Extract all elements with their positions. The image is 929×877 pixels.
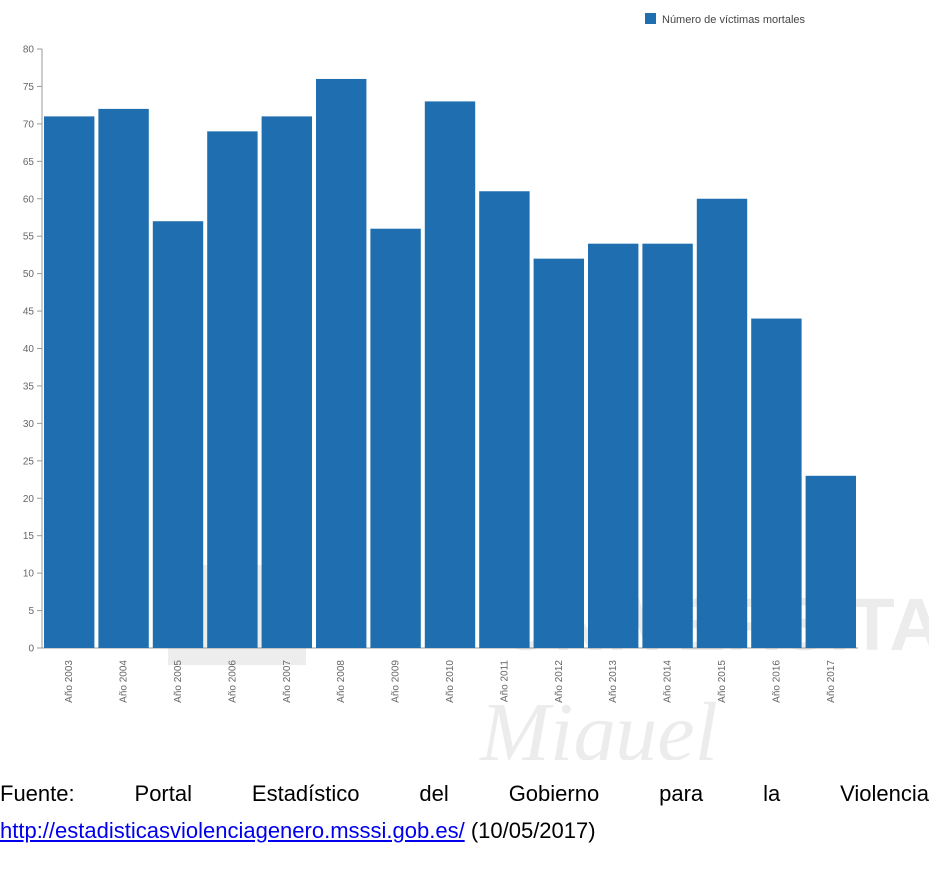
bar-año-2014 [642,243,693,649]
x-category-label: Año 2008 [336,660,347,703]
x-axis-labels: Año 2003 Año 2004 Año 2005 Año 2006 Año 2007… [64,660,837,703]
y-tick-label: 25 [23,456,35,467]
bar-año-2010 [424,101,476,649]
x-category-label: Año 2006 [227,660,238,703]
caption-word: para [659,781,704,806]
caption-word: Estadístico [251,781,360,806]
source-date: (10/05/2017) [470,818,596,843]
caption-word: Portal [134,781,192,806]
x-category-label: Año 2010 [445,660,456,703]
bar-año-2012 [533,258,584,648]
bars [44,78,856,649]
x-category-label: Año 2013 [608,660,619,703]
y-tick-label: 10 [23,569,35,580]
bar-año-2004 [98,108,149,648]
source-caption-line1: Fuente: Portal Estadístico del Gobierno para l… [0,781,929,807]
y-tick-label: 30 [23,419,35,430]
bar-chart: UNIVERSITAS Miguel 051015202530354045505… [23,13,929,760]
x-category-label: Año 2007 [282,660,293,703]
y-tick-label: 65 [23,157,35,168]
legend-label: Número de víctimas mortales [662,14,806,26]
x-category-label: Año 2017 [826,660,837,703]
caption-word: la [763,781,781,806]
legend: Número de víctimas mortales [645,13,806,26]
bar-año-2008 [316,78,367,648]
y-tick-label: 40 [23,344,35,355]
bar-año-2006 [207,131,258,649]
y-tick-label: 70 [23,119,35,130]
source-link[interactable]: http://estadisticasviolenciagenero.msssi… [0,818,465,843]
bar-año-2009 [370,228,421,648]
y-tick-label: 45 [23,307,35,318]
bar-año-2016 [751,318,802,648]
y-tick-label: 0 [28,644,34,655]
y-tick-label: 20 [23,494,35,505]
x-category-label: Año 2016 [771,660,782,703]
bar-año-2005 [152,221,204,648]
bar-año-2011 [479,191,530,648]
bar-año-2003 [44,116,95,648]
x-category-label: Año 2011 [499,660,510,703]
bar-año-2007 [261,116,312,648]
x-category-label: Año 2015 [717,660,728,703]
y-tick-label: 15 [23,531,35,542]
y-tick-label: 55 [23,232,35,243]
x-category-label: Año 2004 [119,660,130,703]
x-category-label: Año 2005 [173,660,184,703]
bar-año-2013 [588,243,639,649]
y-tick-label: 5 [28,606,34,617]
source-caption-line2: http://estadisticasviolenciagenero.msssi… [0,818,929,844]
y-tick-label: 35 [23,381,35,392]
y-tick-label: 75 [23,82,35,93]
caption-word: Fuente: [0,781,75,806]
y-tick-label: 60 [23,194,35,205]
x-category-label: Año 2003 [64,660,75,703]
caption-word: Violencia [840,781,929,806]
caption-word: Gobierno [508,781,600,806]
x-category-label: Año 2012 [554,660,565,703]
x-category-label: Año 2014 [663,660,674,703]
caption-word: del [419,781,449,806]
y-tick-label: 50 [23,269,35,280]
watermark-miguel: Miguel [479,686,718,760]
legend-swatch [645,13,656,24]
y-axis-ticks: 0 5 10 15 20 25 30 35 40 45 50 55 60 65 70 75 80 [23,45,42,655]
bar-año-2017 [805,475,856,648]
x-category-label: Año 2009 [391,660,402,703]
bar-año-2015 [696,198,748,648]
y-tick-label: 80 [23,45,35,56]
